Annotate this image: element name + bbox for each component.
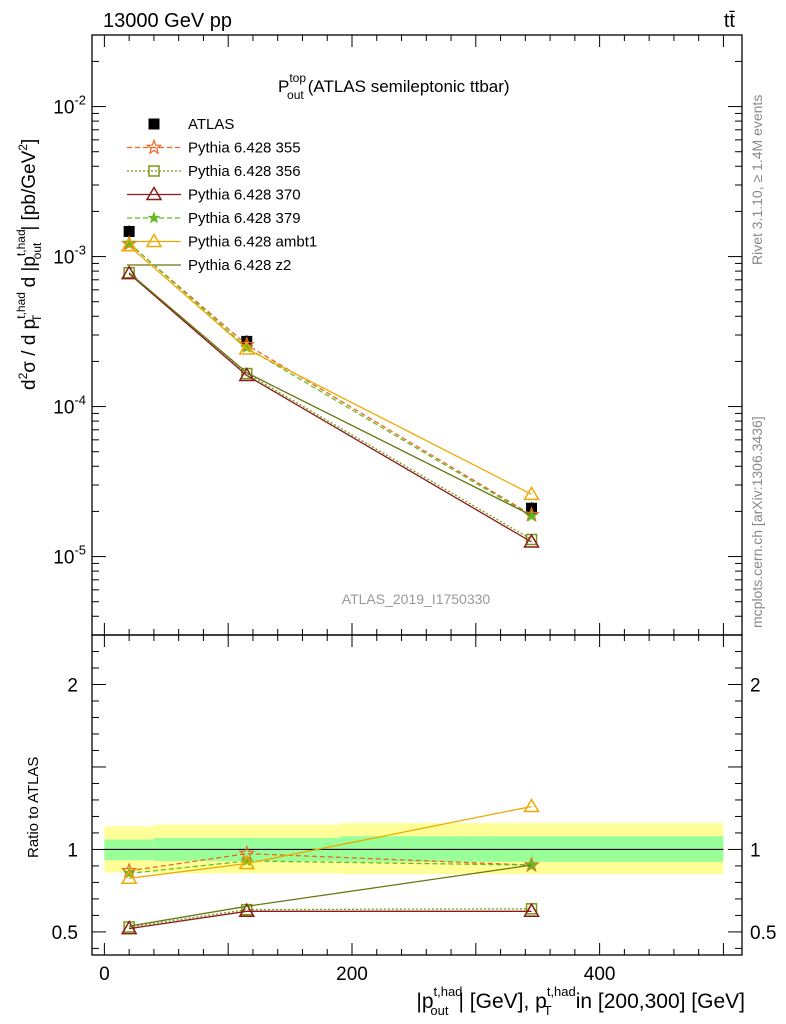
legend-marker xyxy=(145,138,163,155)
legend-label: Pythia 6.428 z2 xyxy=(188,257,291,274)
main-series-4-point xyxy=(525,509,538,522)
ratio-series-2-point xyxy=(523,902,540,918)
main-series-5-point xyxy=(523,485,540,501)
ratio-y-tick-label-left: 2 xyxy=(67,675,78,696)
ratio-y-tick-label-left: 0.5 xyxy=(52,923,78,944)
main-y-tick-label: 10-4 xyxy=(53,393,86,419)
legend-label: Pythia 6.428 370 xyxy=(188,187,301,204)
ratio-y-tick-label-right: 0.5 xyxy=(750,923,776,944)
x-tick-label: 0 xyxy=(99,964,110,985)
legend-marker xyxy=(148,165,160,177)
main-ylabel: d2σ / d pt,had T d |pt,had out| [pb/GeV2] xyxy=(14,139,44,390)
ratio-series-5-line xyxy=(128,864,532,927)
main-series-3-point xyxy=(523,533,540,548)
legend-marker xyxy=(148,118,160,130)
ratio-data-layer xyxy=(120,798,540,935)
main-series-4-line xyxy=(128,242,532,517)
ratio-frame xyxy=(91,634,743,956)
ratio-ylabel: Ratio to ATLAS xyxy=(25,757,42,858)
ratio-series-2-point xyxy=(238,902,256,918)
main-series-6-line xyxy=(128,272,532,516)
main-title: Ptop out (ATLAS semileptonic ttbar) xyxy=(278,71,510,102)
ratio-y-tick-label-left: 1 xyxy=(67,840,78,861)
main-data-layer xyxy=(120,225,540,548)
main-series-1-line xyxy=(128,243,532,516)
ratio-series-3-point xyxy=(525,858,538,871)
ratio-series-0-point xyxy=(523,856,540,873)
header-left: 13000 GeV pp xyxy=(103,10,232,32)
ratio-series-4-point xyxy=(523,798,540,813)
header-right: tt̄ xyxy=(724,10,736,32)
ratio-y-tick-label-right: 1 xyxy=(750,840,761,861)
ratio-series-4-point xyxy=(120,869,138,885)
legend-label: Pythia 6.428 356 xyxy=(188,163,301,180)
main-series-5-point xyxy=(120,237,138,252)
main-series-5-line xyxy=(128,245,532,495)
legend-marker xyxy=(145,233,163,248)
rivet-label: Rivet 3.1.10, ≥ 1.4M events xyxy=(749,95,765,265)
main-series-3-line xyxy=(128,273,532,543)
main-series-5-point xyxy=(238,340,256,355)
main-y-tick-label: 10-2 xyxy=(53,93,86,119)
legend: ATLAS Pythia 6.428 355 Pythia 6.428 356 Pyt… xyxy=(127,116,317,274)
ratio-y-tick-label-right: 2 xyxy=(750,675,761,696)
ratio-series-3-point xyxy=(122,866,136,879)
legend-label: ATLAS xyxy=(188,116,234,133)
ratio-series-4-line xyxy=(129,805,532,879)
legend-marker xyxy=(145,186,163,201)
ratio-series-0-line xyxy=(129,852,532,872)
ratio-series-1-line xyxy=(129,908,532,928)
x-tick-label: 200 xyxy=(336,964,368,985)
main-y-tick-label: 10-3 xyxy=(53,243,86,269)
legend-label: Pythia 6.428 379 xyxy=(188,210,301,227)
legend-label: Pythia 6.428 355 xyxy=(188,140,301,157)
ratio-series-4-point xyxy=(238,854,256,870)
watermark: ATLAS_2019_I1750330 xyxy=(342,591,491,607)
main-series-3-point xyxy=(120,265,138,280)
main-series-4-point xyxy=(122,236,136,249)
main-series-2-line xyxy=(128,272,532,541)
legend-marker xyxy=(147,211,161,224)
ratio-series-2-line xyxy=(129,910,532,930)
mcplots-label: mcplots.cern.ch [arXiv:1306.3436] xyxy=(749,416,765,628)
main-y-tick-label: 10-5 xyxy=(53,543,86,569)
legend-label: Pythia 6.428 ambt1 xyxy=(188,234,317,251)
x-tick-label: 400 xyxy=(584,964,616,985)
ratio-series-3-line xyxy=(129,860,532,875)
axes-layer: 0 200 400 10-5 10-4 10-3 10-2 0.5 0.5 1 1 2 2 xyxy=(52,34,776,985)
ratio-series-2-point xyxy=(120,920,138,935)
